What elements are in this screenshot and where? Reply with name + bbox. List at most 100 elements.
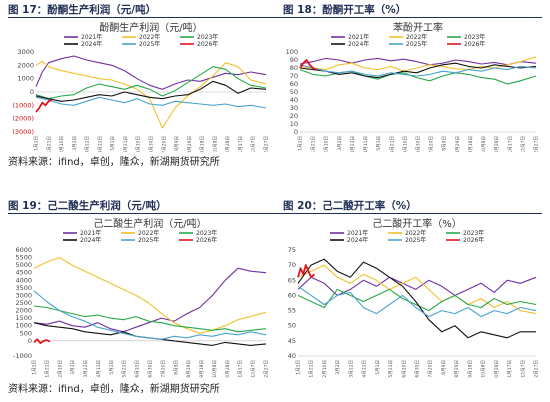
series-line-2022 xyxy=(35,60,267,129)
series-line-2023 xyxy=(297,288,537,312)
y-tick-label: 4000 xyxy=(15,276,32,284)
x-tick-label: 2月10日 xyxy=(57,360,63,378)
series-line-2024 xyxy=(297,258,536,339)
x-tick-label: 6月10日 xyxy=(135,360,141,378)
y-tick-label: 60 xyxy=(288,291,296,299)
x-tick-label: 12月27日 xyxy=(264,360,270,378)
x-tick-label: 7月20日 xyxy=(429,136,435,152)
legend-label: 2025年 xyxy=(138,236,159,244)
x-tick-label: 4月11日 xyxy=(97,136,103,152)
y-tick-label: 45 xyxy=(288,337,296,345)
legend-label: 2022年 xyxy=(405,229,426,237)
x-tick-label: 10月28日 xyxy=(225,136,231,152)
y-tick-label: 1500 xyxy=(15,314,32,322)
y-tick-label: 50 xyxy=(288,322,296,330)
y-tick-label: 4500 xyxy=(15,269,32,277)
x-tick-label: 9月18日 xyxy=(467,360,473,378)
legend-label: 2022年 xyxy=(406,33,427,41)
y-tick-label: 2000 xyxy=(17,61,34,69)
y-tick-label: 80 xyxy=(290,64,298,72)
y-tick-label: 6000 xyxy=(15,246,32,254)
y-tick-label: 2000 xyxy=(15,307,32,315)
x-tick-label: 1月1日 xyxy=(32,360,38,375)
x-tick-label: 3月2日 xyxy=(335,360,341,375)
x-tick-label: 8月9日 xyxy=(442,136,448,151)
x-tick-label: 12月7日 xyxy=(520,136,526,152)
chart-panel-c17: 酚酮生产利润（元/吨） 2021年 2022年 2023年 2024年 2025年 2026… xyxy=(8,20,272,152)
x-tick-label: 8月9日 xyxy=(173,360,179,375)
y-tick-label: 100 xyxy=(286,48,298,56)
chart-panel-c20: 己二酸开工率（%） 2021年 2022年 2023年 2024年 2025年 2026年 4… xyxy=(280,216,542,378)
series-line-2021 xyxy=(297,276,537,296)
y-tick-label: 40 xyxy=(290,96,298,104)
figure-19-title: 图 19：己二酸生产利润（元/吨） xyxy=(8,200,167,212)
y-tick-label: (1000) xyxy=(12,101,34,109)
legend-label: 2022年 xyxy=(139,33,160,41)
legend-label: 2025年 xyxy=(139,40,160,48)
legend-label: 2025年 xyxy=(405,236,426,244)
x-tick-label: 10月8日 xyxy=(212,360,218,378)
y-tick-label: 3000 xyxy=(15,291,32,299)
y-tick-label: 0 xyxy=(28,337,32,345)
x-tick-label: 6月10日 xyxy=(402,136,408,152)
series-line-2021 xyxy=(33,267,267,333)
y-tick-label: 3000 xyxy=(17,48,34,56)
legend-label: 2026年 xyxy=(463,236,484,244)
x-tick-label: 8月9日 xyxy=(174,136,180,151)
x-tick-label: 7月20日 xyxy=(428,360,434,378)
figure-20-title: 图 20：己二酸开工率（%） xyxy=(283,200,417,212)
x-tick-label: 3月2日 xyxy=(70,360,76,375)
x-tick-label: 6月30日 xyxy=(148,360,154,378)
figure-18-title: 图 18：酚酮开工率（%） xyxy=(283,4,407,16)
x-tick-label: 3月22日 xyxy=(83,360,89,378)
x-tick-label: 9月18日 xyxy=(199,360,205,378)
x-tick-label: 10月28日 xyxy=(494,136,500,152)
x-tick-label: 1月1日 xyxy=(34,136,40,151)
series-line-2021 xyxy=(299,57,537,66)
series-line-2021 xyxy=(35,55,267,90)
x-tick-label: 12月27日 xyxy=(534,136,540,152)
legend-label: 2024年 xyxy=(348,40,369,48)
series-line-2025 xyxy=(35,96,267,109)
x-tick-label: 10月8日 xyxy=(212,136,218,152)
x-tick-label: 5月1日 xyxy=(375,360,381,375)
y-tick-label: 65 xyxy=(288,276,296,284)
y-tick-label: 5000 xyxy=(15,261,32,269)
x-tick-label: 5月1日 xyxy=(109,360,115,375)
x-tick-label: 6月10日 xyxy=(136,136,142,152)
x-tick-label: 2月10日 xyxy=(59,136,65,152)
x-tick-label: 1月21日 xyxy=(311,136,317,152)
y-tick-label: 10 xyxy=(290,120,298,128)
y-tick-label: -1000 xyxy=(13,352,32,360)
x-tick-label: 3月22日 xyxy=(85,136,91,152)
legend-label: 2021年 xyxy=(348,33,369,41)
series-line-2025 xyxy=(297,285,537,318)
series-line-2026 xyxy=(299,59,317,71)
series-line-2023 xyxy=(35,66,267,100)
x-tick-label: 10月28日 xyxy=(494,360,500,378)
series-line-2025 xyxy=(33,290,267,340)
series-line-2026 xyxy=(35,99,53,113)
x-tick-label: 1月1日 xyxy=(298,136,304,151)
x-tick-label: 3月2日 xyxy=(72,136,78,151)
y-tick-label: 70 xyxy=(290,72,298,80)
bottom-title-rule xyxy=(8,213,542,214)
x-tick-label: 8月9日 xyxy=(441,360,447,375)
y-tick-label: 90 xyxy=(290,56,298,64)
chart-c19: 己二酸生产利润（元/吨）2021年 2022年 2023年 2024年 2025年 202… xyxy=(13,217,270,378)
x-tick-label: 5月21日 xyxy=(123,136,129,152)
x-tick-label: 12月7日 xyxy=(251,136,257,152)
chart-title: 酚酮生产利润（元/吨） xyxy=(99,21,202,34)
y-tick-label: 1000 xyxy=(15,322,32,330)
x-tick-label: 4月11日 xyxy=(363,136,369,152)
x-tick-label: 4月11日 xyxy=(96,360,102,378)
y-tick-label: 1000 xyxy=(17,75,34,83)
y-tick-label: 500 xyxy=(20,329,32,337)
x-tick-label: 5月21日 xyxy=(389,136,395,152)
y-tick-label: 2500 xyxy=(15,299,32,307)
y-tick-label: 40 xyxy=(288,352,296,360)
x-tick-label: 9月18日 xyxy=(200,136,206,152)
y-tick-label: 30 xyxy=(290,104,298,112)
x-tick-label: 2月10日 xyxy=(324,136,330,152)
x-tick-label: 11月17日 xyxy=(507,360,513,378)
